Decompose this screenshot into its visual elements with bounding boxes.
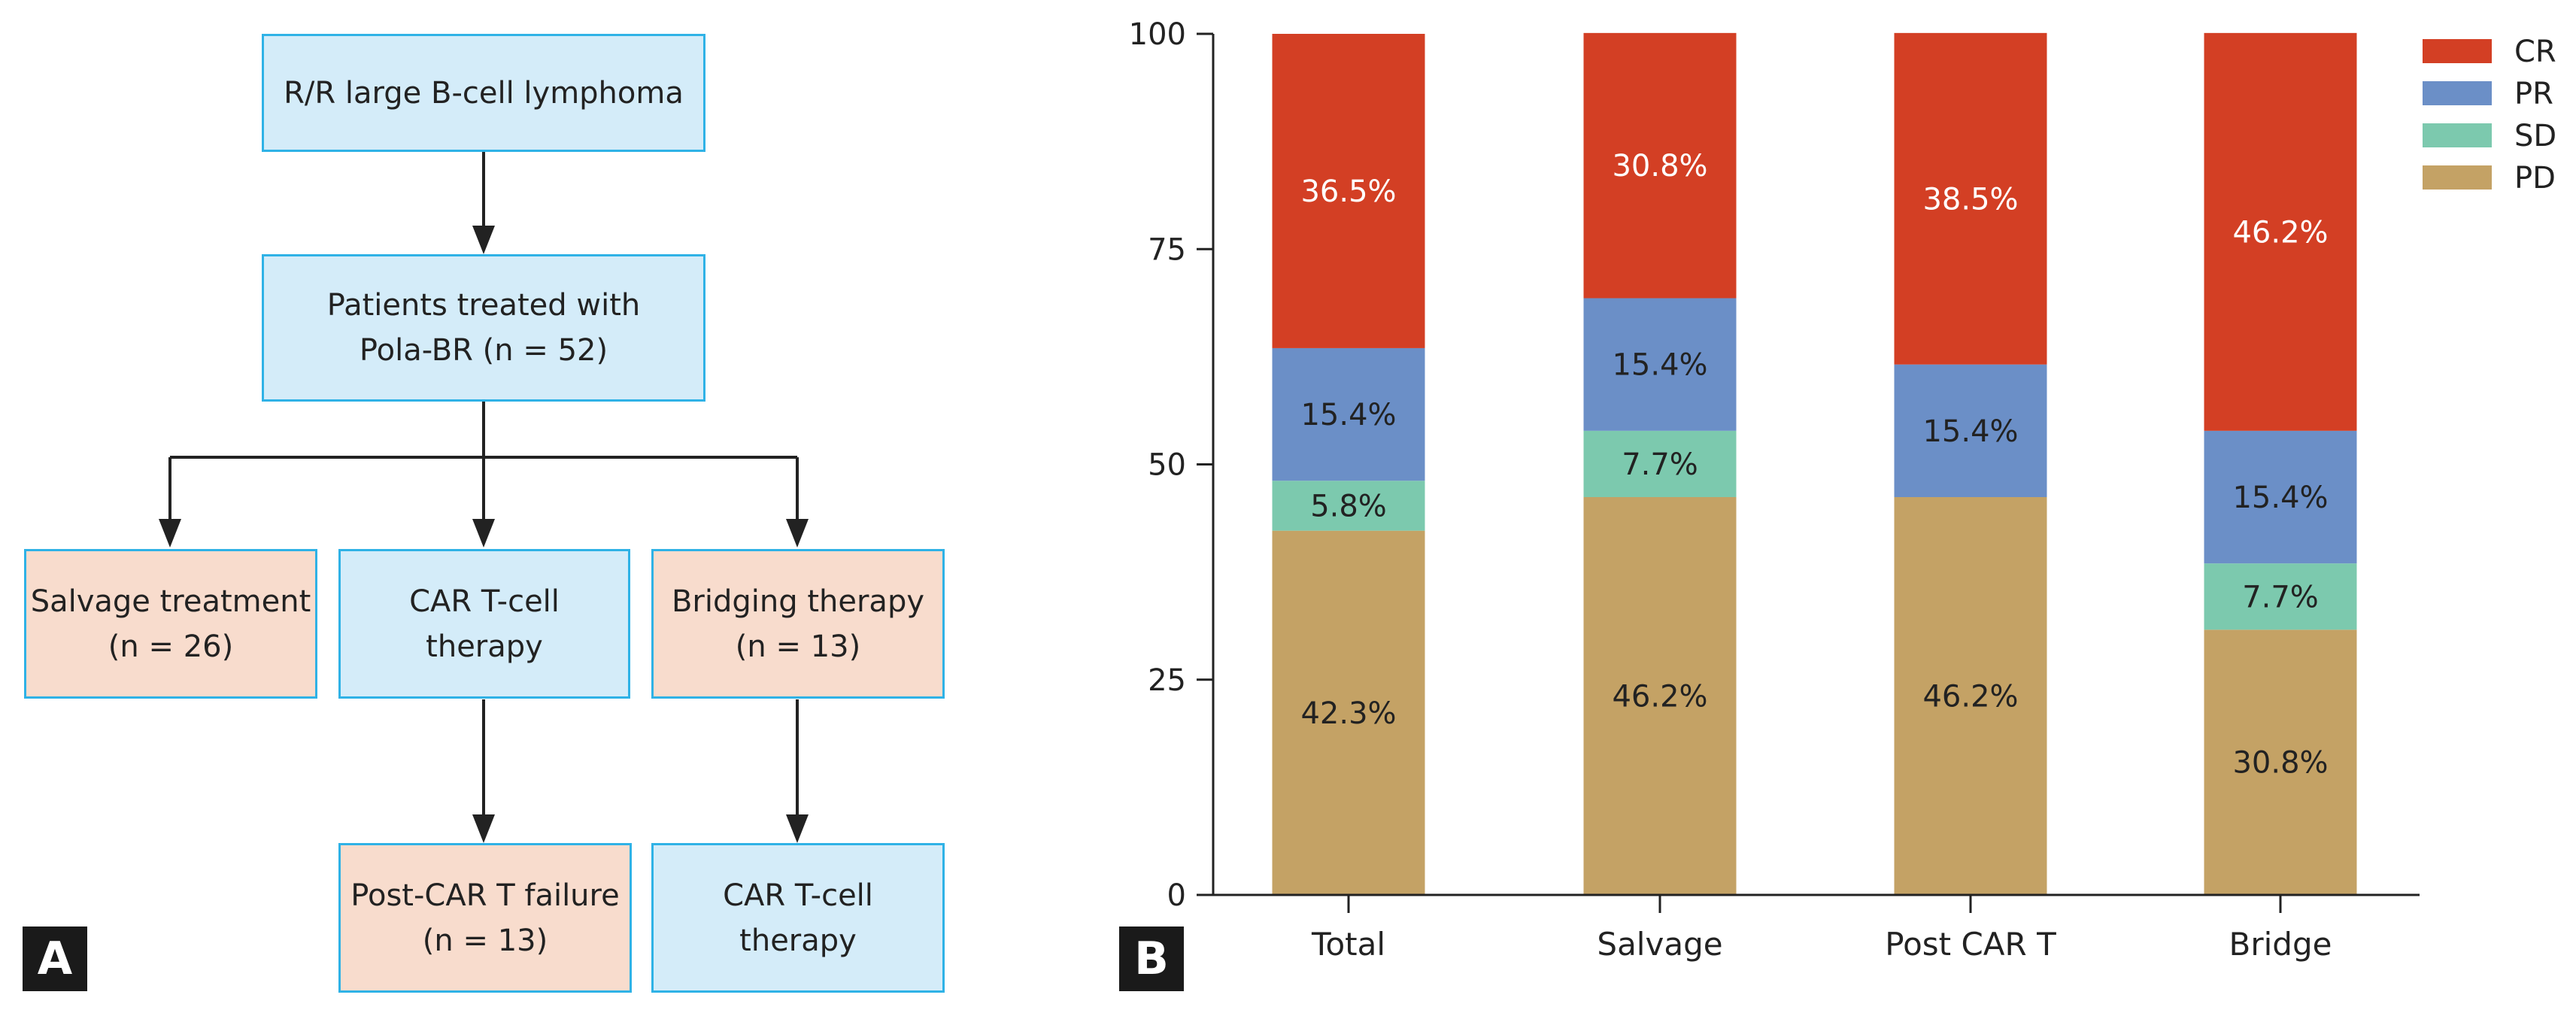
bar-label-cr-3: 46.2% — [2232, 215, 2328, 250]
bar-segment-cr-2 — [1894, 32, 2047, 365]
box-line: (n = 13) — [735, 629, 861, 664]
legend-label-pr: PR — [2514, 77, 2553, 111]
bar-label-pd-0: 42.3% — [1300, 696, 1396, 731]
box-line: Bridging therapy — [671, 584, 924, 619]
bar-label-pd-3: 30.8% — [2232, 746, 2328, 781]
bar-segment-cr-0 — [1272, 34, 1425, 348]
bar-segment-sd-3 — [2204, 563, 2357, 630]
bar-segment-pr-2 — [1894, 364, 2047, 498]
bar-label-sd-3: 7.7% — [2242, 580, 2319, 614]
stacked-bar-chart: 42.3% 5.8% 15.4% 36.5% 46.2% 7.7% 15.4% 30.8% 46… — [1129, 17, 2557, 963]
arrowhead-treated — [472, 226, 495, 254]
bar-label-pr-2: 15.4% — [1922, 414, 2018, 449]
bar-label-pr-3: 15.4% — [2232, 481, 2328, 515]
flow-arrows — [159, 152, 809, 843]
legend-swatch-sd — [2423, 123, 2492, 147]
bar-label-sd-1: 7.7% — [1622, 447, 1698, 482]
panel-b-chart: 42.3% 5.8% 15.4% 36.5% 46.2% 7.7% 15.4% 30.8% 46… — [1068, 0, 2576, 1016]
box-line: therapy — [739, 923, 857, 958]
bar-segment-pr-3 — [2204, 430, 2357, 564]
box-rr-lbcl: R/R large B-cell lymphoma — [262, 34, 705, 152]
panel-b-tag: B — [1119, 927, 1184, 991]
legend-label-sd: SD — [2514, 119, 2556, 153]
box-line: CAR T-cell — [723, 878, 873, 913]
bar-label-pr-1: 15.4% — [1612, 348, 1707, 383]
legend-swatch-cr — [2423, 39, 2492, 63]
arrowhead-post — [472, 814, 495, 843]
bar-label-pr-0: 15.4% — [1300, 398, 1396, 432]
box-line: CAR T-cell — [409, 584, 560, 619]
legend-label-pd: PD — [2514, 161, 2556, 196]
arrowhead-salvage — [159, 519, 181, 547]
y-tick-label: 25 — [1148, 663, 1186, 698]
bar-segment-pd-0 — [1272, 530, 1425, 895]
bar-label-cr-0: 36.5% — [1300, 174, 1396, 209]
x-tick-label: Salvage — [1597, 926, 1722, 963]
box-patients-treated: Patients treated with Pola-BR (n = 52) — [262, 254, 705, 402]
box-salvage-treatment: Salvage treatment (n = 26) — [24, 549, 317, 699]
box-line: Salvage treatment — [30, 584, 311, 619]
box-post-cart-failure: Post-CAR T failure (n = 13) — [338, 843, 632, 993]
box-cart-therapy-2: CAR T-cell therapy — [651, 843, 945, 993]
x-tick-label: Post CAR T — [1885, 926, 2056, 963]
box-bridging-therapy: Bridging therapy (n = 13) — [651, 549, 945, 699]
box-line: Pola-BR (n = 52) — [359, 333, 608, 368]
bar-segment-sd-0 — [1272, 481, 1425, 531]
bar-label-cr-1: 30.8% — [1612, 149, 1707, 183]
bar-label-pd-2: 46.2% — [1922, 680, 2018, 714]
box-line: (n = 26) — [108, 629, 234, 664]
y-tick-label: 0 — [1167, 878, 1186, 913]
bar-segment-pd-2 — [1894, 497, 2047, 895]
bar-segment-cr-3 — [2204, 32, 2357, 431]
box-cart-therapy: CAR T-cell therapy — [338, 549, 630, 699]
y-tick-label: 100 — [1129, 17, 1186, 52]
bar-segment-cr-1 — [1583, 32, 1737, 299]
box-line: Post-CAR T failure — [350, 878, 620, 913]
bar-label-sd-0: 5.8% — [1310, 489, 1387, 523]
x-tick-label: Total — [1311, 926, 1385, 963]
bar-segment-pr-0 — [1272, 347, 1425, 481]
panel-a-flowchart: R/R large B-cell lymphoma Patients treat… — [0, 0, 970, 1016]
box-line: (n = 13) — [422, 923, 548, 958]
legend-label-cr: CR — [2514, 35, 2556, 69]
bar-segment-pd-1 — [1583, 497, 1737, 895]
arrowhead-bridging — [786, 519, 809, 547]
arrowhead-cart2 — [786, 814, 809, 843]
box-line: R/R large B-cell lymphoma — [284, 75, 684, 111]
bar-label-pd-1: 46.2% — [1612, 680, 1707, 714]
y-tick-label: 50 — [1148, 448, 1186, 483]
bar-segment-pd-3 — [2204, 629, 2357, 895]
bar-segment-sd-1 — [1583, 430, 1737, 498]
legend-swatch-pd — [2423, 165, 2492, 190]
bar-label-cr-2: 38.5% — [1922, 182, 2018, 217]
box-line: therapy — [426, 629, 543, 664]
y-tick-label: 75 — [1148, 232, 1186, 267]
box-line: Patients treated with — [326, 288, 641, 323]
bar-segment-pr-1 — [1583, 298, 1737, 431]
x-tick-label: Bridge — [2229, 926, 2332, 963]
arrowhead-cart — [472, 519, 495, 547]
legend-swatch-pr — [2423, 81, 2492, 105]
panel-a-tag: A — [23, 927, 87, 991]
